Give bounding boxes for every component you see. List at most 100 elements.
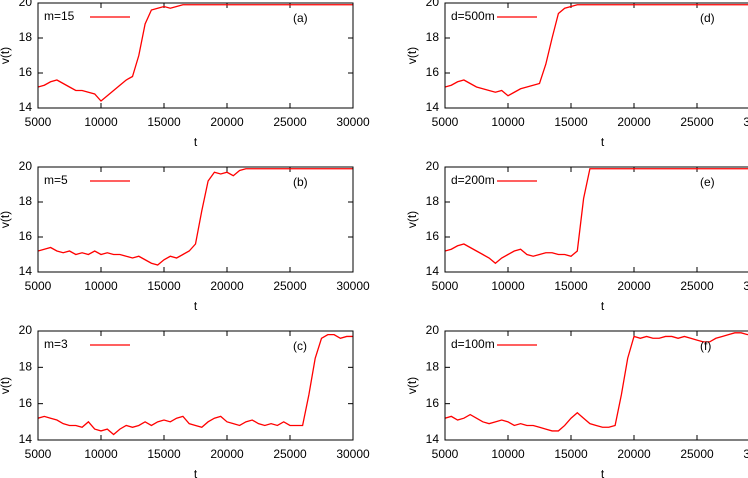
legend-label: m=3 xyxy=(44,337,68,351)
plot-frame xyxy=(444,330,748,441)
panel: 14 16 18 20 5000 10000 15000 20000 25000 30000 t v(… xyxy=(405,323,748,478)
y-axis-label: v(t) xyxy=(0,211,12,228)
x-tick-label: 5000 xyxy=(25,447,52,461)
y-tick-label: 20 xyxy=(19,323,33,337)
y-tick-label: 16 xyxy=(19,229,33,243)
panel-annotation: (c) xyxy=(293,339,307,353)
panel-annotation: (e) xyxy=(700,175,715,189)
y-tick-label: 14 xyxy=(19,264,33,278)
data-line xyxy=(445,168,748,265)
x-tick-label: 30000 xyxy=(743,279,748,293)
x-tick-label: 25000 xyxy=(680,115,714,129)
legend-label: d=200m xyxy=(451,173,495,187)
y-tick-label: 20 xyxy=(426,0,440,9)
x-tick-label: 20000 xyxy=(210,115,244,129)
x-tick-label: 15000 xyxy=(147,447,181,461)
x-tick-label: 25000 xyxy=(680,447,714,461)
panel: 14 16 18 20 5000 10000 15000 20000 25000 30000 t v(… xyxy=(405,159,748,313)
x-axis-label: t xyxy=(194,299,198,313)
y-tick-label: 16 xyxy=(426,396,440,410)
x-tick-label: 30000 xyxy=(743,447,748,461)
y-tick-label: 20 xyxy=(426,323,440,337)
panel-annotation: (f) xyxy=(700,339,711,353)
x-tick-label: 10000 xyxy=(491,447,525,461)
legend-label: d=100m xyxy=(451,337,495,351)
y-tick-label: 20 xyxy=(19,0,33,9)
y-axis-label: v(t) xyxy=(405,377,419,394)
x-tick-label: 15000 xyxy=(554,279,588,293)
legend-label: m=5 xyxy=(44,173,68,187)
plot-frame xyxy=(37,2,354,109)
x-tick-label: 15000 xyxy=(147,115,181,129)
plot-frame xyxy=(37,330,354,441)
x-tick-label: 5000 xyxy=(432,447,459,461)
y-tick-label: 14 xyxy=(426,432,440,446)
y-tick-label: 14 xyxy=(426,100,440,114)
x-tick-label: 15000 xyxy=(554,447,588,461)
x-axis-label: t xyxy=(194,467,198,478)
x-tick-label: 20000 xyxy=(617,447,651,461)
x-tick-label: 10000 xyxy=(84,115,118,129)
y-tick-label: 18 xyxy=(426,30,440,44)
x-tick-label: 10000 xyxy=(491,115,525,129)
x-tick-label: 10000 xyxy=(84,279,118,293)
legend-label: m=15 xyxy=(44,9,75,23)
data-line xyxy=(38,4,353,102)
y-tick-label: 18 xyxy=(426,194,440,208)
x-tick-label: 30000 xyxy=(743,115,748,129)
y-tick-label: 16 xyxy=(426,65,440,79)
x-tick-label: 10000 xyxy=(84,447,118,461)
x-axis-label: t xyxy=(601,299,605,313)
panel-annotation: (d) xyxy=(700,11,715,25)
x-axis-label: t xyxy=(194,135,198,149)
y-axis-label: v(t) xyxy=(405,47,419,64)
x-tick-label: 20000 xyxy=(210,279,244,293)
y-axis-label: v(t) xyxy=(0,47,12,64)
legend-label: d=500m xyxy=(451,9,495,23)
plot-frame xyxy=(444,2,748,109)
x-tick-label: 5000 xyxy=(25,279,52,293)
panel-annotation: (a) xyxy=(293,11,308,25)
y-tick-label: 18 xyxy=(426,360,440,374)
y-tick-label: 20 xyxy=(426,159,440,173)
y-tick-label: 14 xyxy=(19,100,33,114)
y-tick-label: 18 xyxy=(19,194,33,208)
x-tick-label: 25000 xyxy=(273,279,307,293)
x-tick-label: 15000 xyxy=(147,279,181,293)
x-axis-label: t xyxy=(601,467,605,478)
x-axis-label: t xyxy=(601,135,605,149)
data-line xyxy=(38,168,353,266)
x-tick-label: 25000 xyxy=(273,447,307,461)
x-tick-label: 5000 xyxy=(25,115,52,129)
x-tick-label: 5000 xyxy=(432,279,459,293)
data-line xyxy=(445,4,748,97)
y-tick-label: 18 xyxy=(19,30,33,44)
x-tick-label: 10000 xyxy=(491,279,525,293)
x-tick-label: 20000 xyxy=(210,447,244,461)
y-axis-label: v(t) xyxy=(405,211,419,228)
plot-frame xyxy=(444,166,748,273)
y-tick-label: 14 xyxy=(19,432,33,446)
data-line xyxy=(445,332,748,432)
x-tick-label: 30000 xyxy=(336,279,370,293)
panel-annotation: (b) xyxy=(293,175,308,189)
x-tick-label: 30000 xyxy=(336,447,370,461)
y-tick-label: 16 xyxy=(19,396,33,410)
plot-frame xyxy=(37,166,354,273)
x-tick-label: 20000 xyxy=(617,279,651,293)
x-tick-label: 25000 xyxy=(680,279,714,293)
x-tick-label: 25000 xyxy=(273,115,307,129)
y-tick-label: 18 xyxy=(19,360,33,374)
x-tick-label: 20000 xyxy=(617,115,651,129)
panel: 14 16 18 20 5000 10000 15000 20000 25000 30000 t v(… xyxy=(0,323,370,478)
panel: 14 16 18 20 5000 10000 15000 20000 25000 30000 t v(… xyxy=(0,0,370,149)
x-tick-label: 5000 xyxy=(432,115,459,129)
y-tick-label: 16 xyxy=(426,229,440,243)
y-tick-label: 20 xyxy=(19,159,33,173)
y-axis-label: v(t) xyxy=(0,377,12,394)
data-line xyxy=(38,333,353,436)
x-tick-label: 15000 xyxy=(554,115,588,129)
y-tick-label: 16 xyxy=(19,65,33,79)
y-tick-label: 14 xyxy=(426,264,440,278)
panel: 14 16 18 20 5000 10000 15000 20000 25000 30000 t v(… xyxy=(0,159,370,313)
